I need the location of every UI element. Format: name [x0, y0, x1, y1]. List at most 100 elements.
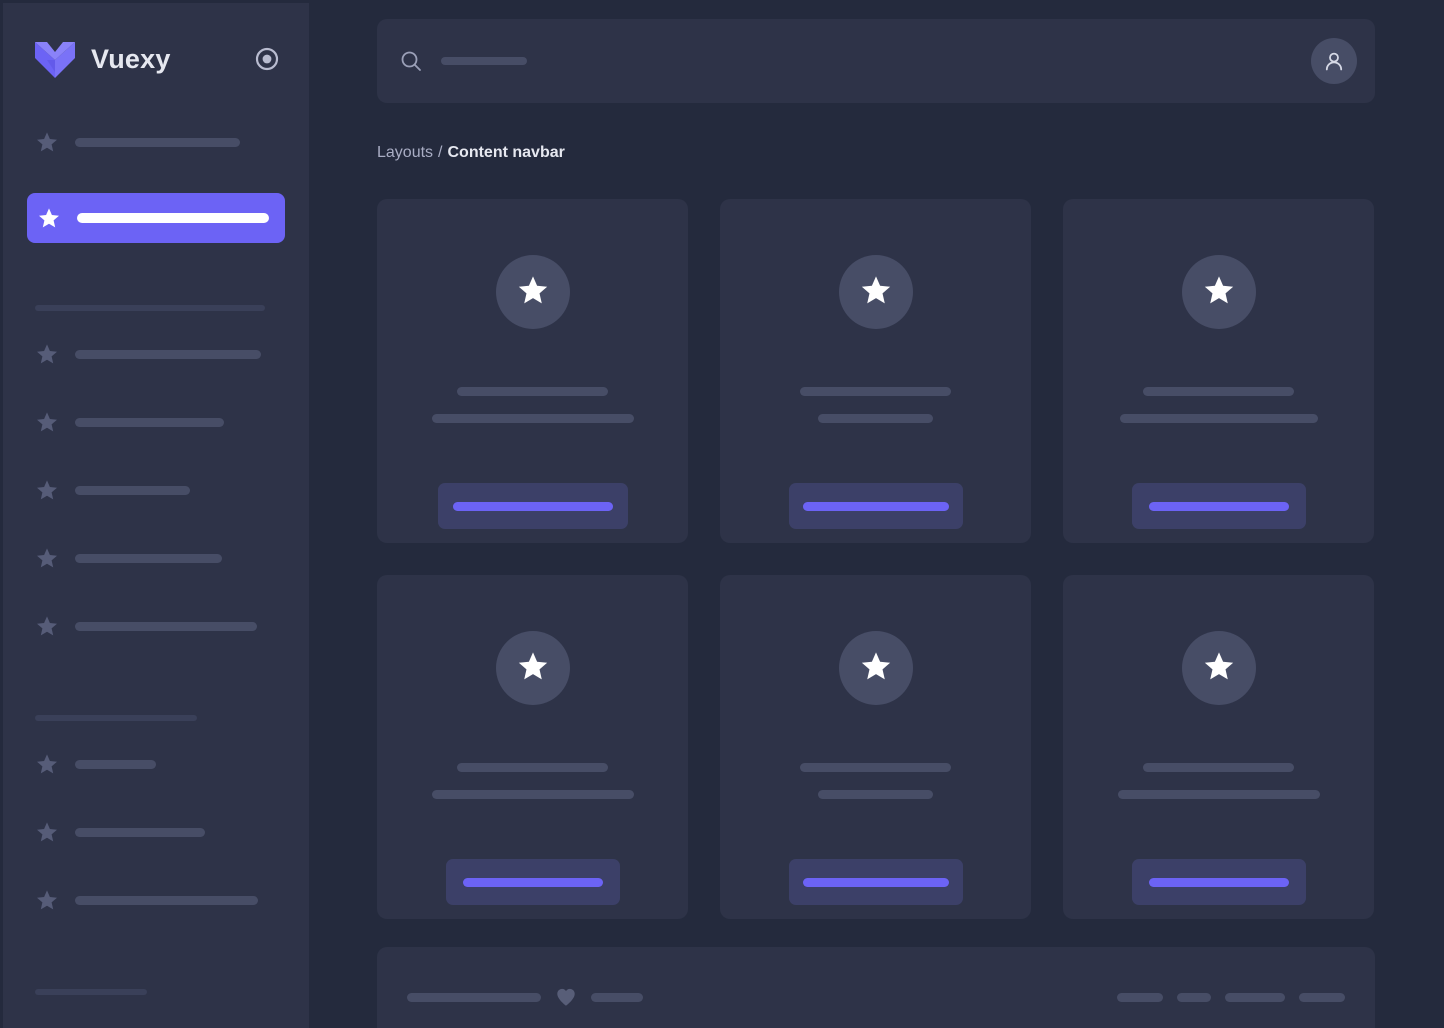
brand-row: Vuexy — [27, 3, 285, 115]
card-title-placeholder — [800, 763, 951, 772]
footer-link-placeholder-2[interactable] — [1177, 992, 1211, 1002]
footer-card — [377, 947, 1375, 1028]
sidebar-item-spacer — [27, 791, 285, 805]
footer-text-placeholder-1 — [407, 992, 541, 1002]
sidebar-section-header-2 — [27, 707, 285, 729]
card-action-button[interactable] — [1131, 859, 1306, 905]
card-button-label-placeholder — [802, 877, 949, 887]
content-card[interactable] — [377, 199, 688, 543]
sidebar-item-spacer — [27, 859, 285, 873]
sidebar-item-1-3[interactable] — [27, 535, 285, 581]
sidebar-item-spacer — [27, 585, 285, 599]
heart-icon[interactable] — [555, 986, 577, 1008]
card-action-button[interactable] — [1131, 483, 1306, 529]
breadcrumb-separator: / — [438, 144, 443, 161]
card-button-label-placeholder — [1148, 877, 1289, 887]
footer-link-placeholder-3[interactable] — [1225, 992, 1285, 1002]
sidebar-item-label-placeholder — [75, 137, 240, 147]
sidebar-item-spacer — [27, 517, 285, 531]
star-icon — [35, 342, 59, 366]
content-card[interactable] — [720, 199, 1031, 543]
content-card[interactable] — [720, 575, 1031, 919]
star-icon — [1202, 273, 1236, 312]
sidebar-item-3-0[interactable] — [27, 1015, 285, 1028]
avatar[interactable] — [1311, 38, 1357, 84]
breadcrumb-current: Content navbar — [447, 144, 565, 161]
card-title-placeholder — [457, 387, 608, 396]
star-icon — [859, 273, 893, 312]
star-icon — [516, 273, 550, 312]
star-icon — [35, 546, 59, 570]
content-card[interactable] — [377, 575, 688, 919]
sidebar-item-label-placeholder — [75, 895, 258, 905]
card-subtitle-placeholder — [431, 790, 634, 799]
card-avatar — [495, 631, 570, 705]
sidebar-item-1-4[interactable] — [27, 603, 285, 649]
sidebar-section-header-1 — [27, 297, 285, 319]
card-button-label-placeholder — [1148, 501, 1289, 511]
card-button-label-placeholder — [452, 501, 613, 511]
card-subtitle-placeholder — [1119, 414, 1318, 423]
card-button-label-placeholder — [462, 877, 603, 887]
star-icon — [35, 130, 59, 154]
sidebar-section-gap — [27, 257, 285, 287]
card-action-button[interactable] — [437, 483, 628, 529]
sidebar-item-label-placeholder — [75, 485, 190, 495]
content-card[interactable] — [1063, 199, 1374, 543]
star-icon — [1202, 649, 1236, 688]
sidebar-item-0-0[interactable] — [27, 119, 285, 165]
footer-link-placeholder-1[interactable] — [1117, 992, 1163, 1002]
radio-circle-toggle-icon[interactable] — [253, 45, 281, 73]
card-action-button[interactable] — [788, 483, 963, 529]
card-avatar — [1181, 631, 1256, 705]
sidebar-item-spacer — [27, 927, 285, 941]
vuexy-v-logo-icon — [33, 38, 77, 80]
star-icon — [37, 206, 61, 230]
sidebar-item-label-placeholder — [75, 759, 156, 769]
card-button-label-placeholder — [802, 501, 949, 511]
sidebar-item-1-2[interactable] — [27, 467, 285, 513]
card-avatar — [1181, 255, 1256, 329]
footer-text-placeholder-2 — [591, 992, 643, 1002]
brand-name: Vuexy — [91, 43, 171, 74]
sidebar-item-spacer — [27, 653, 285, 667]
content-card[interactable] — [1063, 575, 1374, 919]
sidebar-item-1-1[interactable] — [27, 399, 285, 445]
sidebar-item-spacer — [27, 449, 285, 463]
footer-link-placeholder-4[interactable] — [1299, 992, 1345, 1002]
sidebar-item-2-1[interactable] — [27, 809, 285, 855]
search-input[interactable] — [441, 57, 527, 65]
footer-left-group — [407, 986, 643, 1008]
breadcrumb-parent[interactable]: Layouts — [377, 144, 434, 161]
card-subtitle-placeholder — [818, 414, 933, 423]
search-icon[interactable] — [399, 49, 423, 73]
sidebar-section-label-placeholder — [35, 989, 147, 995]
sidebar-item-label-placeholder — [75, 349, 261, 359]
sidebar-section-label-placeholder — [35, 305, 265, 311]
card-action-button[interactable] — [788, 859, 963, 905]
card-subtitle-placeholder — [431, 414, 634, 423]
star-icon — [35, 614, 59, 638]
sidebar-item-spacer — [27, 169, 285, 183]
sidebar-item-spacer — [27, 381, 285, 395]
card-title-placeholder — [1143, 387, 1294, 396]
sidebar-section-label-placeholder — [35, 715, 197, 721]
sidebar-section-gap — [27, 667, 285, 697]
card-avatar — [495, 255, 570, 329]
card-title-placeholder — [1143, 763, 1294, 772]
sidebar-item-2-0[interactable] — [27, 741, 285, 787]
sidebar-item-label-placeholder — [75, 553, 222, 563]
star-icon — [35, 410, 59, 434]
card-avatar — [838, 631, 913, 705]
star-icon — [35, 478, 59, 502]
sidebar-nav — [27, 119, 285, 1028]
sidebar-item-2-2[interactable] — [27, 877, 285, 923]
sidebar: Vuexy — [3, 3, 309, 1028]
card-action-button[interactable] — [445, 859, 620, 905]
sidebar-item-label-placeholder — [77, 213, 269, 223]
sidebar-item-active[interactable] — [27, 193, 285, 243]
card-title-placeholder — [457, 763, 608, 772]
card-title-placeholder — [800, 387, 951, 396]
sidebar-item-1-0[interactable] — [27, 331, 285, 377]
